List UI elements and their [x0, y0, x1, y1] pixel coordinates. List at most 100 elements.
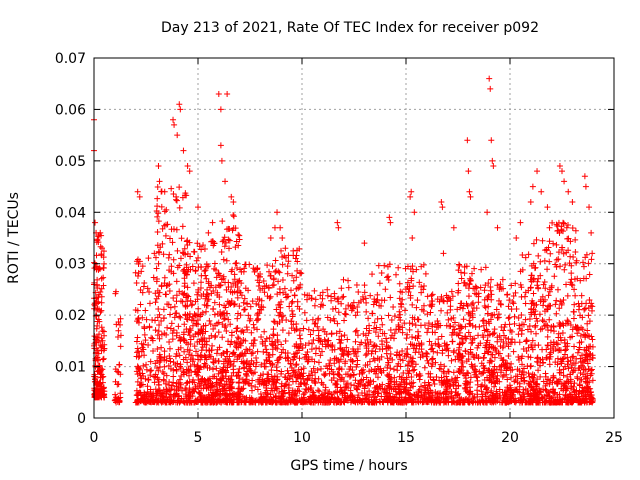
- data-point: [384, 371, 391, 378]
- data-point: [313, 345, 320, 352]
- data-point: [239, 327, 246, 334]
- data-point: [135, 398, 142, 405]
- data-point: [466, 317, 473, 324]
- data-point: [369, 271, 376, 278]
- data-point: [447, 303, 454, 310]
- data-point: [166, 267, 173, 274]
- data-point: [291, 292, 298, 299]
- data-point: [425, 320, 432, 327]
- data-point: [189, 379, 196, 386]
- data-point: [255, 283, 262, 290]
- data-point: [260, 277, 267, 284]
- data-point: [279, 235, 286, 241]
- data-point: [284, 367, 291, 374]
- data-point: [229, 266, 236, 273]
- data-point: [162, 394, 169, 401]
- data-point: [409, 301, 416, 308]
- data-point: [208, 290, 215, 297]
- data-point: [176, 288, 183, 295]
- data-point: [428, 303, 435, 310]
- data-point: [193, 321, 200, 328]
- data-point: [518, 330, 525, 337]
- data-point: [496, 350, 503, 357]
- data-point: [187, 297, 194, 304]
- data-point: [443, 292, 450, 299]
- data-point: [443, 322, 450, 329]
- data-point: [195, 329, 202, 336]
- data-point: [374, 315, 381, 322]
- data-point: [330, 371, 337, 378]
- data-point: [277, 224, 284, 231]
- data-point: [412, 322, 419, 329]
- data-point: [300, 365, 307, 372]
- data-point: [163, 386, 170, 393]
- data-point: [376, 280, 383, 287]
- data-point: [588, 229, 595, 236]
- data-point: [328, 391, 335, 398]
- data-point: [260, 348, 267, 355]
- data-point: [274, 338, 281, 345]
- data-point: [186, 378, 193, 385]
- data-point: [382, 286, 389, 293]
- data-point: [269, 362, 276, 369]
- data-point: [291, 368, 298, 375]
- data-point: [192, 385, 199, 392]
- data-point: [281, 252, 288, 259]
- data-point: [176, 376, 183, 383]
- data-point: [527, 199, 534, 205]
- data-point: [184, 359, 191, 366]
- data-point: [328, 293, 335, 300]
- data-point: [347, 372, 354, 379]
- data-point: [513, 306, 520, 313]
- data-point: [538, 188, 545, 195]
- data-point: [267, 272, 274, 279]
- data-point: [154, 345, 161, 352]
- data-point: [571, 343, 578, 350]
- data-point: [420, 302, 427, 309]
- data-point: [390, 366, 397, 373]
- data-point: [461, 270, 468, 277]
- data-point: [544, 266, 551, 273]
- data-point: [152, 299, 159, 306]
- data-point: [205, 229, 212, 236]
- data-point: [322, 384, 329, 391]
- data-point: [177, 255, 184, 262]
- data-point: [306, 396, 313, 403]
- data-point: [164, 324, 171, 331]
- data-point: [375, 262, 382, 269]
- data-point: [167, 399, 174, 406]
- data-point: [555, 256, 562, 263]
- data-point: [441, 370, 448, 377]
- data-point: [586, 271, 593, 278]
- data-point: [304, 358, 311, 365]
- data-point: [195, 254, 202, 261]
- data-point: [303, 317, 310, 324]
- data-point: [312, 350, 319, 357]
- data-point: [385, 373, 392, 380]
- data-point: [397, 311, 404, 318]
- data-point: [215, 270, 222, 277]
- data-point: [166, 378, 173, 385]
- data-point: [325, 390, 332, 397]
- data-point: [210, 359, 217, 366]
- data-point: [220, 275, 227, 282]
- data-point: [511, 313, 518, 320]
- data-point: [227, 341, 234, 348]
- data-point: [510, 348, 517, 355]
- data-point: [198, 353, 205, 360]
- data-point: [154, 203, 161, 210]
- data-point: [519, 251, 526, 258]
- data-point: [439, 204, 446, 211]
- data-point: [185, 366, 192, 373]
- data-point: [177, 381, 184, 388]
- data-point: [289, 387, 296, 394]
- data-point: [374, 374, 381, 381]
- data-point: [300, 325, 307, 332]
- data-point: [278, 370, 285, 377]
- data-point: [269, 387, 276, 394]
- data-point: [577, 332, 584, 339]
- data-point: [260, 304, 267, 311]
- data-point: [396, 399, 403, 406]
- data-point: [438, 333, 445, 340]
- data-point: [134, 318, 141, 325]
